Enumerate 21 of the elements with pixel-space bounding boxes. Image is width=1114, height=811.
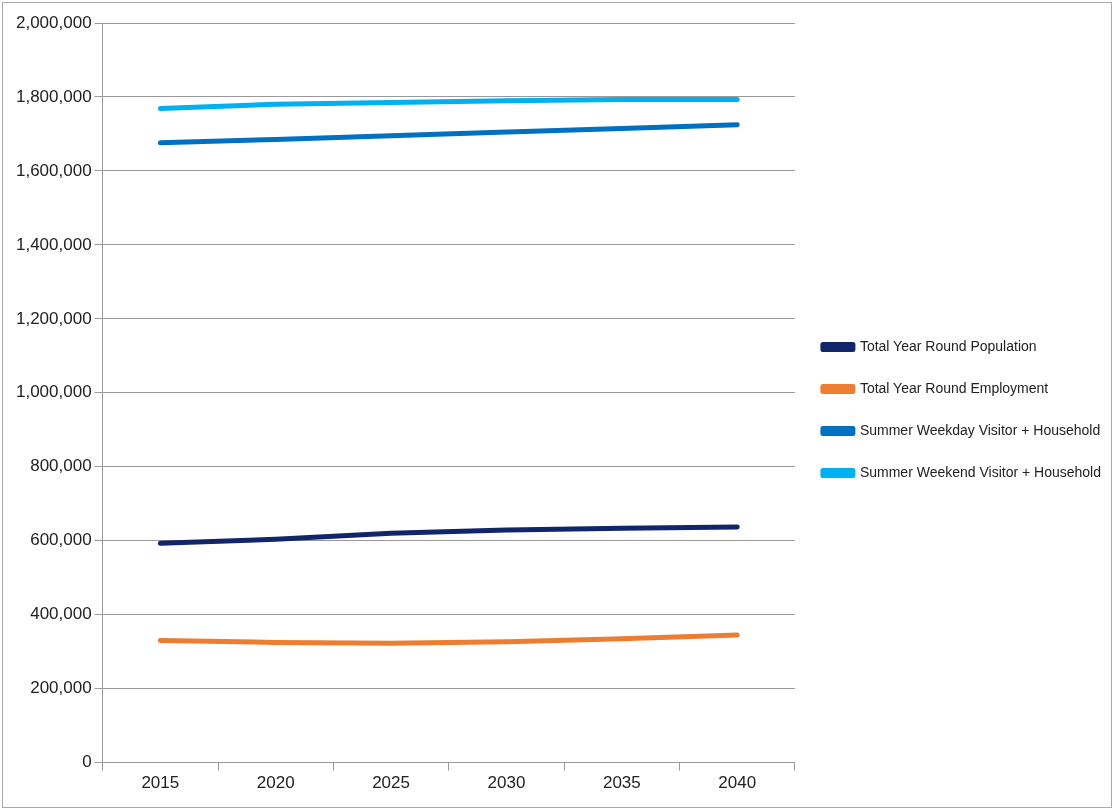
legend-label: Total Year Round Employment [859,379,1049,396]
y-tick-label: 2,000,000 [15,12,92,32]
y-tick-label: 1,800,000 [15,86,92,106]
x-tick-label: 2015 [141,773,180,793]
y-tick-label: 200,000 [30,678,92,698]
y-tick-label: 600,000 [30,530,92,550]
y-tick-label: 1,200,000 [15,308,92,328]
y-tick-label: 400,000 [30,604,92,624]
legend-label: Summer Weekend Visitor + Household [859,463,1102,480]
legend-label: Total Year Round Population [859,337,1037,354]
y-tick-label: 1,600,000 [15,160,92,180]
y-tick-label: 0 [82,752,92,772]
x-tick-label: 2020 [256,773,295,793]
legend-label: Summer Weekday Visitor + Household [859,421,1101,438]
x-tick-label: 2025 [372,773,410,793]
x-tick-label: 2035 [602,773,641,793]
x-tick-label: 2040 [718,773,757,793]
y-tick-label: 1,400,000 [15,234,92,254]
x-tick-label: 2030 [487,773,526,793]
y-tick-label: 1,000,000 [15,382,92,402]
y-tick-label: 800,000 [30,456,92,476]
